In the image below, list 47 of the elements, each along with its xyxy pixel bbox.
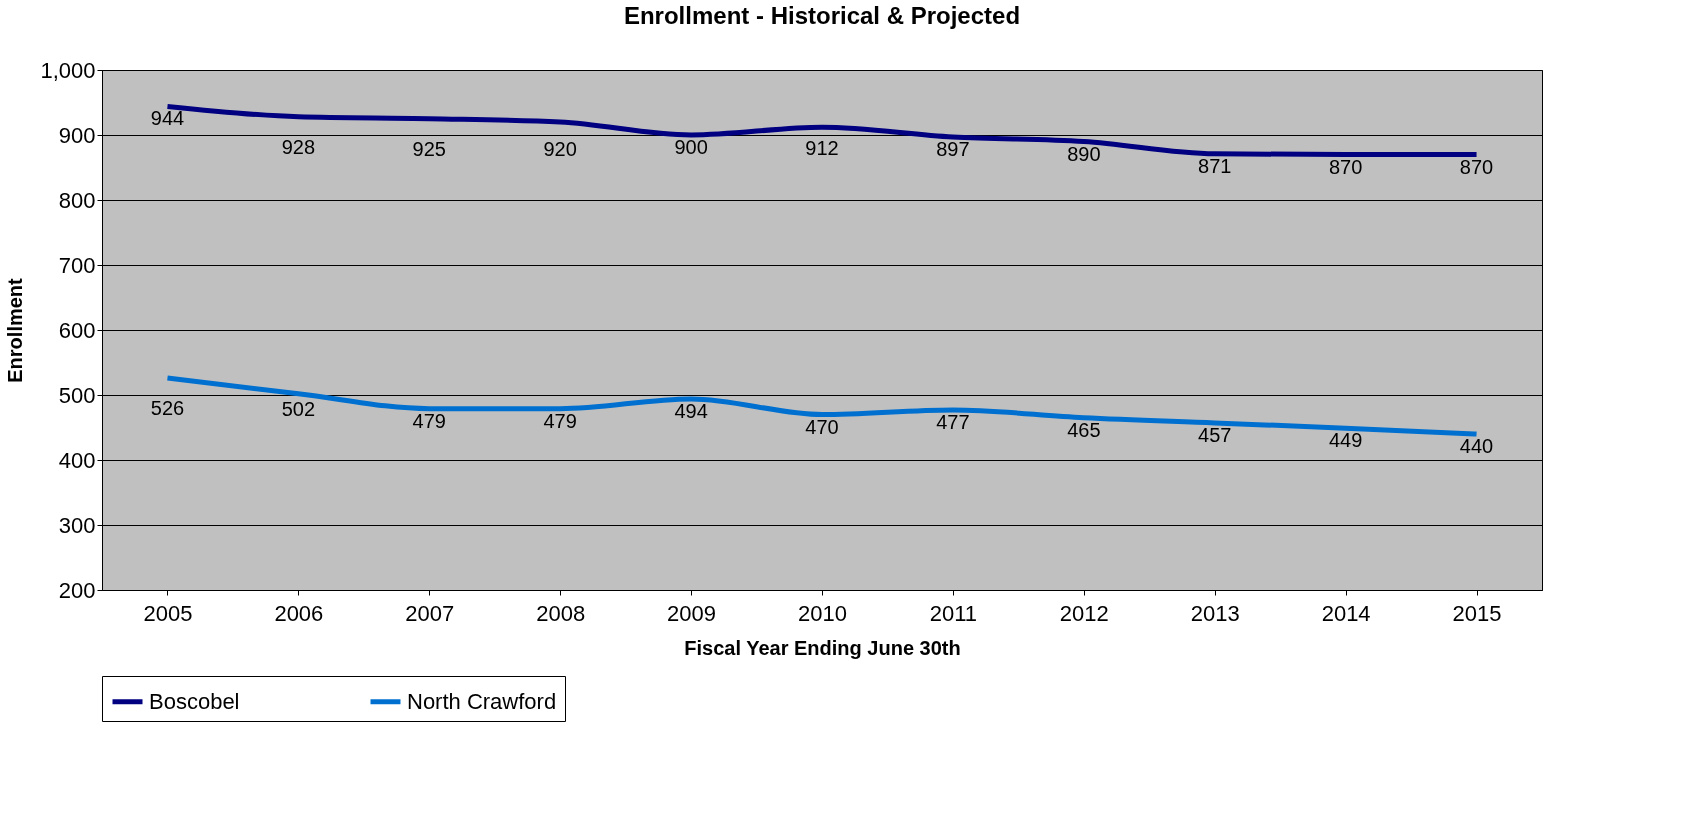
data-label: 928 (281, 135, 316, 158)
data-label: 925 (412, 137, 446, 160)
data-label: 920 (543, 138, 577, 160)
y-tick-label: 600 (58, 317, 96, 343)
data-label: 870 (1328, 155, 1363, 178)
x-tick-label: 2014 (1321, 600, 1371, 626)
data-label: 465 (1067, 418, 1101, 441)
y-tick-label: 900 (58, 122, 96, 148)
data-label: 449 (1328, 429, 1363, 452)
y-tick-label: 1,000 (40, 57, 96, 83)
data-label: 870 (1459, 155, 1494, 178)
data-label: 502 (281, 397, 316, 420)
x-tick-label: 2005 (143, 600, 193, 626)
data-label: 479 (543, 409, 577, 432)
data-label: 897 (936, 137, 970, 160)
x-tick-label: 2006 (274, 600, 324, 626)
y-tick-label: 400 (58, 447, 96, 473)
data-label: 900 (674, 136, 708, 158)
data-label: 479 (412, 409, 446, 432)
data-label: 470 (805, 415, 839, 438)
legend-label: Boscobel (149, 688, 240, 714)
y-tick-label: 300 (58, 512, 96, 538)
data-label: 944 (150, 107, 185, 130)
data-label: 477 (936, 410, 970, 433)
data-label: 457 (1198, 423, 1232, 446)
x-tick-label: 2012 (1059, 600, 1109, 626)
y-tick-label: 800 (58, 187, 96, 213)
x-axis-title: Fiscal Year Ending June 30th (684, 636, 961, 659)
x-tick-label: 2011 (929, 600, 978, 626)
x-tick-label: 2009 (667, 600, 717, 626)
x-tick-label: 2008 (536, 600, 586, 626)
x-tick-label: 2013 (1190, 600, 1240, 626)
y-tick-label: 700 (58, 252, 96, 278)
data-label: 440 (1459, 435, 1494, 457)
y-tick-label: 200 (58, 577, 96, 603)
y-axis-title: Enrollment (4, 277, 27, 383)
data-label: 526 (150, 397, 185, 420)
legend-label: North Crawford (407, 688, 557, 714)
x-tick-label: 2007 (405, 600, 455, 626)
data-label: 912 (805, 137, 839, 160)
x-tick-label: 2015 (1452, 600, 1502, 626)
x-tick-label: 2010 (798, 600, 847, 626)
chart-title: Enrollment - Historical & Projected (623, 2, 1021, 29)
y-tick-label: 500 (58, 382, 96, 408)
data-label: 494 (674, 399, 708, 422)
data-label: 890 (1067, 142, 1101, 165)
data-label: 871 (1198, 154, 1232, 177)
